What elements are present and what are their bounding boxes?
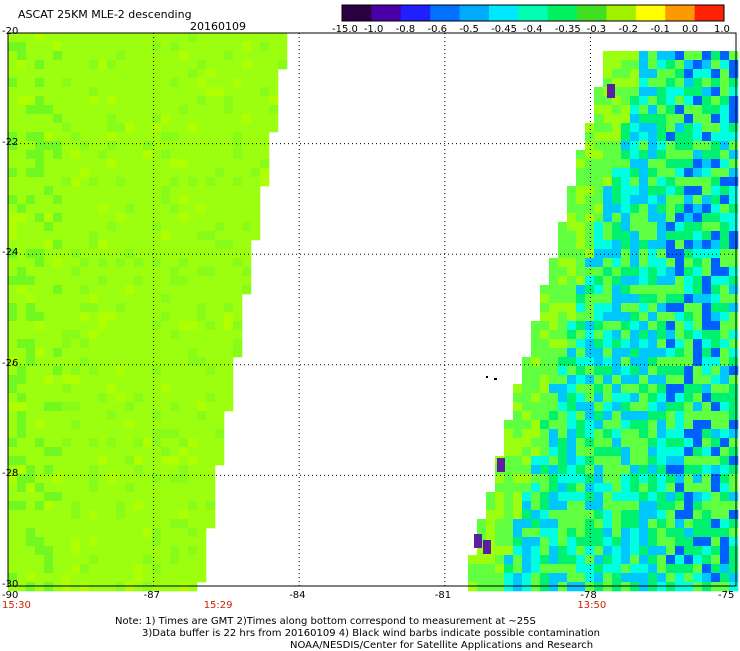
colorbar-segment [430, 5, 461, 21]
note-line-1: Note: 1) Times are GMT 2)Times along bot… [115, 616, 536, 627]
latitude-label: -20 [2, 26, 19, 37]
colorbar-label: -0.45 [491, 24, 518, 35]
colorbar-segment [488, 5, 519, 21]
latitude-label: -22 [2, 136, 19, 148]
colorbar-segment [635, 5, 666, 21]
product-title: ASCAT 25KM MLE-2 descending [18, 8, 192, 21]
colorbar-label: -0.5 [459, 24, 479, 35]
colorbar-segment [459, 5, 490, 21]
longitude-label: -90 [2, 590, 19, 601]
longitude-label: -84 [289, 590, 306, 601]
time-label: 15:29 [203, 600, 233, 611]
colorbar-label: -0.2 [618, 24, 639, 35]
colorbar-label: -0.8 [395, 24, 416, 35]
latitude-label: -28 [2, 468, 19, 480]
colorbar-segment [371, 5, 402, 21]
note-line-3: NOAA/NESDIS/Center for Satellite Applica… [290, 640, 594, 651]
colorbar-label: -0.1 [650, 24, 670, 35]
time-label: 15:30 [2, 600, 31, 611]
colorbar-segment [400, 5, 431, 21]
colorbar-label: -0.6 [427, 24, 448, 35]
colorbar-segment [518, 5, 549, 21]
latitude-label: -24 [2, 247, 19, 259]
longitude-label: -78 [580, 590, 597, 601]
colorbar-segment [606, 5, 637, 21]
colorbar-label: 1.0 [714, 24, 730, 35]
longitude-label: -87 [143, 590, 160, 601]
latitude-label: -30 [2, 579, 19, 590]
colorbar-segment [547, 5, 578, 21]
longitude-label: -81 [434, 590, 452, 601]
west-swath [8, 33, 288, 592]
note-line-2: 3)Data buffer is 22 hrs from 20160109 4)… [142, 628, 600, 639]
colorbar-segment [577, 5, 607, 21]
colorbar [341, 4, 725, 22]
colorbar-segment [342, 5, 372, 21]
longitude-label: -75 [718, 590, 735, 601]
colorbar-label: -0.3 [586, 24, 607, 35]
colorbar-label: -0.4 [523, 24, 543, 35]
colorbar-label: -0.35 [554, 24, 581, 35]
product-date: 20160109 [190, 20, 246, 33]
colorbar-segment [694, 5, 725, 21]
colorbar-label: 0.0 [682, 24, 699, 35]
east-swath [468, 51, 739, 592]
colorbar-segment [665, 5, 696, 21]
swath-map [7, 32, 739, 592]
latitude-label: -26 [2, 357, 19, 369]
colorbar-label: -15.0 [332, 24, 358, 35]
time-label: 13:50 [577, 600, 607, 611]
colorbar-label: -1.0 [363, 24, 384, 35]
